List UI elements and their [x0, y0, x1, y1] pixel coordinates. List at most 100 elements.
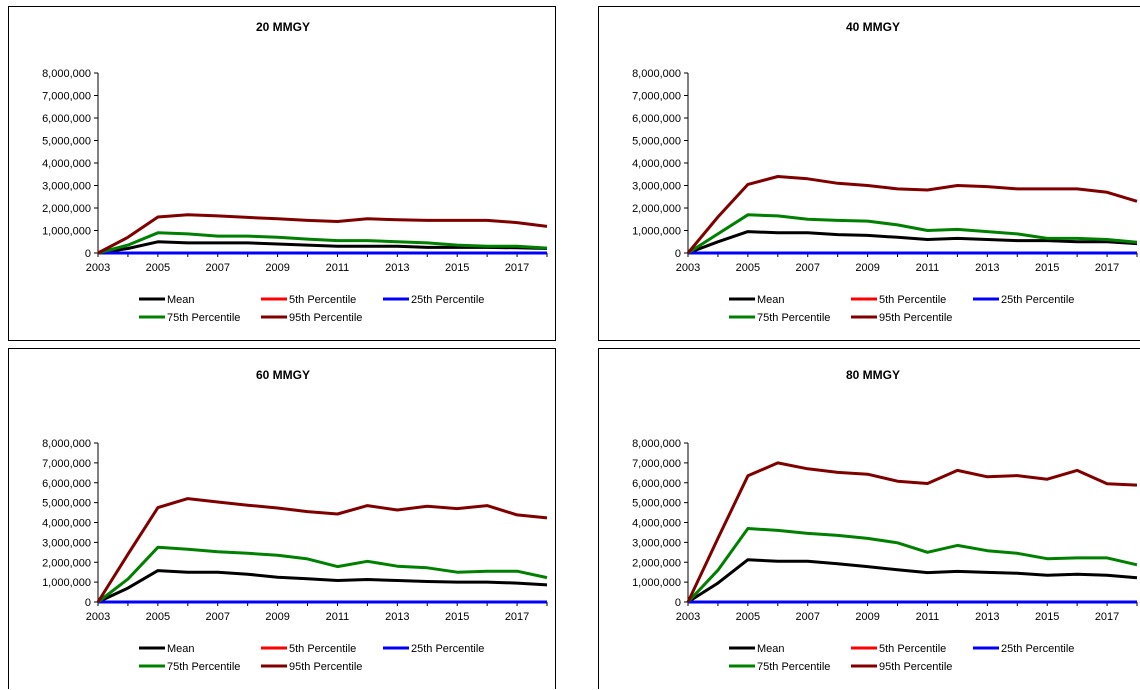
- series-line-mean: [97, 240, 548, 255]
- x-tick-label: 2013: [975, 262, 999, 274]
- x-tick-label: 2011: [326, 262, 350, 274]
- y-tick-label: 0: [85, 248, 91, 260]
- y-tick-label: 1,000,000: [632, 577, 681, 589]
- chart-title: 80 MMGY: [846, 368, 900, 382]
- y-tick-label: 1,000,000: [42, 577, 91, 589]
- chart-svg-20-mmgy: 20 MMGY 0 1,000,000 2,000,000 3,000,000 4,00…: [42, 20, 548, 324]
- x-tick-label: 2003: [676, 262, 700, 274]
- x-tick-label: 2015: [1035, 262, 1059, 274]
- chart-svg-40-mmgy: 40 MMGY 0 1,000,000 2,000,000 3,000,000 4,00…: [632, 20, 1138, 324]
- x-tick-label: 2007: [795, 611, 819, 623]
- legend-label-mean: Mean: [757, 643, 785, 655]
- y-tick-label: 5,000,000: [42, 498, 91, 510]
- y-tick-label: 8,000,000: [42, 438, 91, 450]
- chart-svg-80-mmgy: 80 MMGY 0 1,000,000 2,000,000 3,000,000 4,00…: [632, 368, 1138, 673]
- legend-label-75th-percentile: 75th Percentile: [757, 312, 830, 324]
- chart-svg-60-mmgy: 60 MMGY 0 1,000,000 2,000,000 3,000,000 4,00…: [42, 368, 548, 673]
- series-line-75th-percentile: [97, 545, 548, 604]
- x-tick-label: 2013: [975, 611, 999, 623]
- y-tick-label: 7,000,000: [42, 91, 91, 103]
- x-tick-label: 2009: [265, 262, 289, 274]
- x-tick-label: 2009: [855, 262, 879, 274]
- y-tick-label: 5,000,000: [632, 498, 681, 510]
- y-tick-label: 0: [675, 597, 681, 609]
- legend-label-25th-percentile: 25th Percentile: [411, 294, 484, 306]
- chart-title: 40 MMGY: [846, 20, 900, 34]
- plot-area: 0 1,000,000 2,000,000 3,000,000 4,000,000 5,0…: [632, 68, 1138, 324]
- x-tick-label: 2013: [385, 611, 409, 623]
- x-tick-label: 2015: [1035, 611, 1059, 623]
- y-tick-label: 6,000,000: [632, 113, 681, 125]
- x-tick-label: 2005: [146, 262, 170, 274]
- legend-label-5th-percentile: 5th Percentile: [879, 643, 946, 655]
- legend-label-mean: Mean: [167, 643, 195, 655]
- legend-label-5th-percentile: 5th Percentile: [289, 294, 356, 306]
- x-tick-label: 2017: [1095, 262, 1119, 274]
- legend-label-5th-percentile: 5th Percentile: [879, 294, 946, 306]
- y-tick-label: 7,000,000: [632, 458, 681, 470]
- series-line-95th-percentile: [686, 175, 1138, 254]
- x-tick-label: 2003: [86, 611, 110, 623]
- x-tick-label: 2005: [146, 611, 170, 623]
- x-tick-label: 2011: [916, 262, 940, 274]
- x-tick-label: 2015: [445, 262, 469, 274]
- y-tick-label: 1,000,000: [42, 226, 91, 238]
- y-tick-label: 5,000,000: [42, 136, 91, 148]
- legend-label-95th-percentile: 95th Percentile: [289, 312, 362, 324]
- y-tick-label: 6,000,000: [42, 113, 91, 125]
- x-tick-label: 2007: [205, 611, 229, 623]
- chart-panel-40-mmgy: 40 MMGY 0 1,000,000 2,000,000 3,000,000 4,00…: [598, 6, 1140, 341]
- series-line-mean: [97, 569, 548, 604]
- y-tick-label: 4,000,000: [632, 518, 681, 530]
- legend-label-75th-percentile: 75th Percentile: [167, 312, 240, 324]
- series-line-95th-percentile: [686, 461, 1138, 603]
- chart-panel-80-mmgy: 80 MMGY 0 1,000,000 2,000,000 3,000,000 4,00…: [598, 348, 1140, 689]
- x-tick-label: 2009: [855, 611, 879, 623]
- series-line-75th-percentile: [97, 231, 548, 255]
- x-tick-label: 2013: [385, 262, 409, 274]
- series-line-95th-percentile: [97, 213, 548, 255]
- y-tick-label: 2,000,000: [632, 203, 681, 215]
- y-tick-label: 6,000,000: [632, 478, 681, 490]
- x-tick-label: 2011: [916, 611, 940, 623]
- chart-panel-60-mmgy: 60 MMGY 0 1,000,000 2,000,000 3,000,000 4,00…: [8, 348, 556, 689]
- y-tick-label: 2,000,000: [42, 203, 91, 215]
- x-tick-label: 2007: [205, 262, 229, 274]
- y-tick-label: 2,000,000: [632, 557, 681, 569]
- y-tick-label: 0: [675, 248, 681, 260]
- x-tick-label: 2003: [86, 262, 110, 274]
- y-tick-label: 4,000,000: [42, 518, 91, 530]
- plot-area: 0 1,000,000 2,000,000 3,000,000 4,000,000 5,0…: [632, 438, 1138, 673]
- chart-title: 20 MMGY: [256, 20, 310, 34]
- legend-label-75th-percentile: 75th Percentile: [167, 661, 240, 673]
- x-tick-label: 2011: [326, 611, 350, 623]
- legend-label-75th-percentile: 75th Percentile: [757, 661, 830, 673]
- y-tick-label: 3,000,000: [632, 181, 681, 193]
- x-tick-label: 2017: [505, 611, 529, 623]
- y-tick-label: 6,000,000: [42, 478, 91, 490]
- chart-panel-20-mmgy: 20 MMGY 0 1,000,000 2,000,000 3,000,000 4,00…: [8, 6, 556, 341]
- x-tick-label: 2017: [505, 262, 529, 274]
- chart-title: 60 MMGY: [256, 368, 310, 382]
- legend-label-25th-percentile: 25th Percentile: [1001, 643, 1074, 655]
- series-line-95th-percentile: [96, 497, 548, 603]
- y-tick-label: 2,000,000: [42, 557, 91, 569]
- legend-label-25th-percentile: 25th Percentile: [411, 643, 484, 655]
- series-line-mean: [687, 558, 1138, 604]
- legend-label-25th-percentile: 25th Percentile: [1001, 294, 1074, 306]
- legend-label-95th-percentile: 95th Percentile: [289, 661, 362, 673]
- plot-area: 0 1,000,000 2,000,000 3,000,000 4,000,000 5,0…: [42, 68, 548, 324]
- legend-label-95th-percentile: 95th Percentile: [879, 661, 952, 673]
- x-tick-label: 2005: [736, 611, 760, 623]
- y-tick-label: 3,000,000: [42, 181, 91, 193]
- x-tick-label: 2005: [736, 262, 760, 274]
- y-tick-label: 8,000,000: [632, 68, 681, 80]
- y-tick-label: 5,000,000: [632, 136, 681, 148]
- y-tick-label: 7,000,000: [42, 458, 91, 470]
- y-tick-label: 3,000,000: [632, 537, 681, 549]
- y-tick-label: 4,000,000: [42, 158, 91, 170]
- x-tick-label: 2003: [676, 611, 700, 623]
- x-tick-label: 2015: [445, 611, 469, 623]
- series-line-75th-percentile: [687, 213, 1138, 255]
- plot-area: 0 1,000,000 2,000,000 3,000,000 4,000,000 5,0…: [42, 438, 548, 673]
